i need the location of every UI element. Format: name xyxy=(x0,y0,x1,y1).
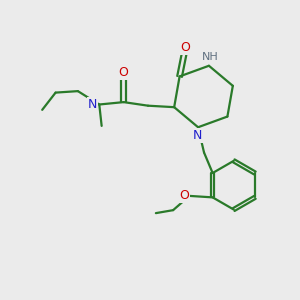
Text: N: N xyxy=(193,129,202,142)
Text: O: O xyxy=(119,66,129,79)
Text: O: O xyxy=(181,41,190,54)
Text: N: N xyxy=(88,98,98,111)
Text: NH: NH xyxy=(202,52,219,62)
Text: O: O xyxy=(179,189,189,203)
